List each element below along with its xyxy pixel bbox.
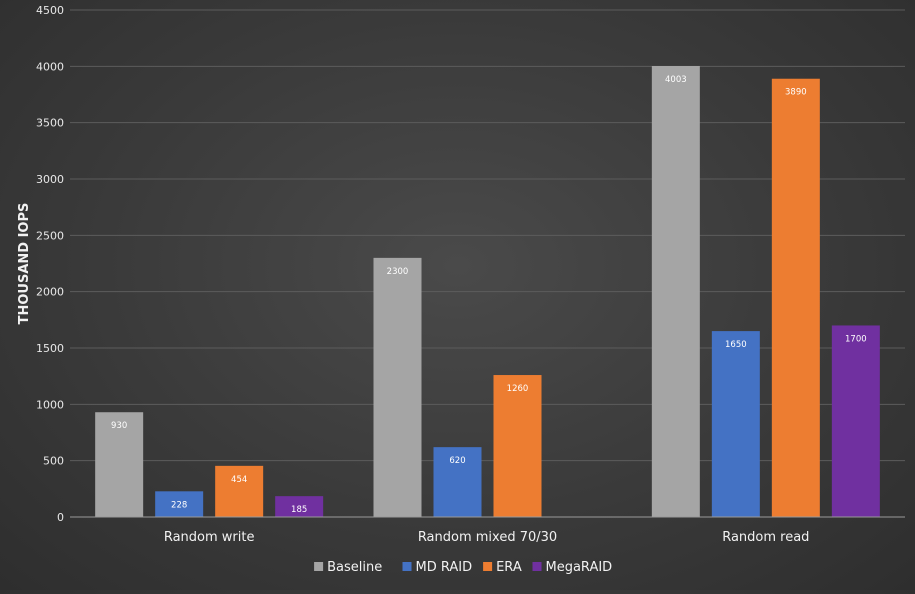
legend-swatch bbox=[402, 562, 412, 571]
data-labels: 930 228 454 185 2300 620 1260 4003 1650 3890 1700 bbox=[111, 75, 867, 515]
bar-megaraid bbox=[275, 496, 324, 517]
data-label: 1260 bbox=[507, 384, 529, 394]
y-tick-label: 1000 bbox=[36, 398, 64, 411]
y-tick-label: 0 bbox=[57, 511, 64, 524]
legend: Baseline MD RAID ERA MegaRAID bbox=[314, 560, 612, 575]
bar-baseline bbox=[651, 65, 700, 517]
y-axis-ticks: 0 500 1000 1500 2000 2500 3000 3500 4000 4500 bbox=[36, 4, 64, 524]
bars bbox=[95, 65, 880, 517]
y-tick-label: 4500 bbox=[36, 4, 64, 17]
data-label: 2300 bbox=[387, 267, 409, 277]
bar-era bbox=[771, 78, 820, 517]
x-category-label: Random write bbox=[164, 530, 255, 545]
bar-era bbox=[493, 375, 542, 517]
y-axis-title: THOUSAND IOPS bbox=[17, 203, 32, 325]
x-category-label: Random mixed 70/30 bbox=[418, 530, 557, 545]
bar-md-raid bbox=[155, 491, 204, 517]
bar-baseline bbox=[373, 257, 422, 517]
legend-label: ERA bbox=[496, 560, 522, 575]
data-label: 930 bbox=[111, 421, 127, 431]
y-tick-label: 3500 bbox=[36, 117, 64, 130]
data-label: 1650 bbox=[725, 340, 747, 350]
bar-md-raid bbox=[711, 331, 760, 517]
bar-era bbox=[215, 465, 264, 517]
data-label: 454 bbox=[231, 475, 247, 485]
y-tick-label: 2000 bbox=[36, 286, 64, 299]
y-tick-label: 1500 bbox=[36, 342, 64, 355]
bar-megaraid bbox=[831, 325, 880, 517]
data-label: 228 bbox=[171, 500, 187, 510]
legend-swatch bbox=[532, 562, 542, 571]
data-label: 3890 bbox=[785, 88, 807, 98]
legend-label: MD RAID bbox=[416, 560, 473, 575]
legend-swatch bbox=[483, 562, 493, 571]
bar-md-raid bbox=[433, 447, 482, 517]
legend-label: MegaRAID bbox=[546, 560, 613, 575]
x-category-label: Random read bbox=[722, 530, 809, 545]
data-label: 185 bbox=[291, 505, 307, 515]
data-label: 620 bbox=[449, 456, 465, 466]
bar-baseline bbox=[95, 412, 144, 517]
y-tick-label: 2500 bbox=[36, 229, 64, 242]
x-axis-categories: Random write Random mixed 70/30 Random rea… bbox=[164, 530, 810, 545]
data-label: 1700 bbox=[845, 334, 867, 344]
grid-lines bbox=[70, 9, 905, 462]
legend-swatch bbox=[314, 562, 324, 571]
y-tick-label: 4000 bbox=[36, 60, 64, 73]
y-tick-label: 3000 bbox=[36, 173, 64, 186]
data-label: 4003 bbox=[665, 75, 687, 85]
y-tick-label: 500 bbox=[43, 455, 64, 468]
legend-label: Baseline bbox=[327, 560, 382, 575]
